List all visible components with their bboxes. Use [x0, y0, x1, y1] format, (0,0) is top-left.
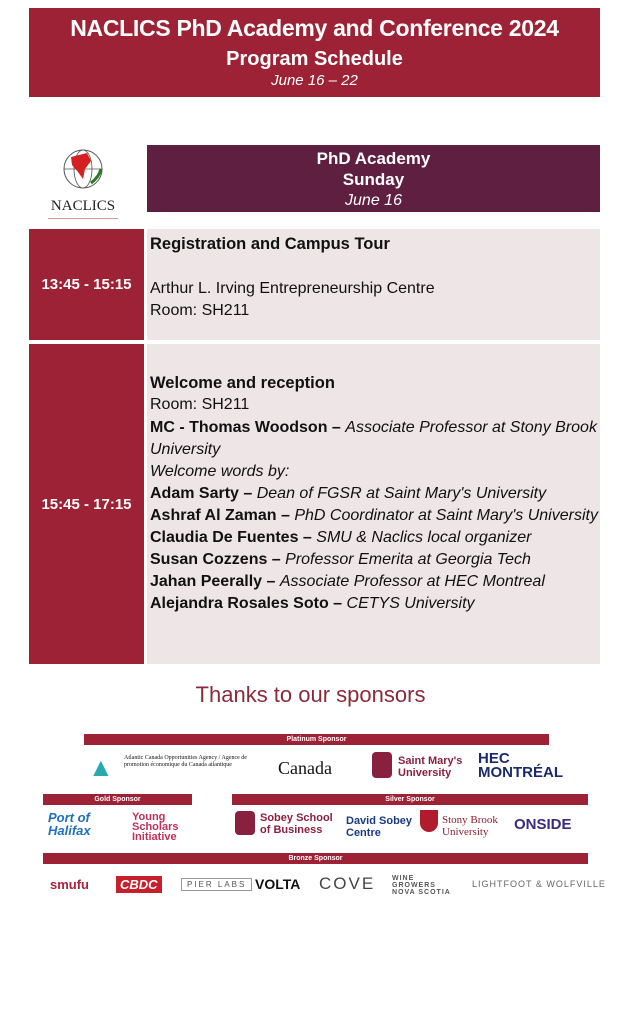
sponsor-logo-smufu: smufu: [50, 877, 89, 892]
event-dates: June 16 – 22: [271, 72, 358, 89]
session-location: Arthur L. Irving Entrepreneurship Centre: [150, 280, 435, 297]
session-details: Welcome and reception Room: SH211 MC - T…: [147, 344, 600, 664]
sponsor-logo-cbdc: CBDC: [116, 876, 162, 893]
event-subtitle: Program Schedule: [226, 48, 403, 70]
sponsor-logo-cove: COVE: [319, 874, 376, 893]
sponsors-heading: Thanks to our sponsors: [195, 682, 426, 707]
speaker: Adam Sarty – Dean of FGSR at Saint Mary'…: [150, 485, 547, 502]
sponsor-logo-canada: Canada: [278, 758, 332, 778]
sponsor-logo-lightfoot: LIGHTFOOT & WOLFVILLE: [472, 879, 606, 889]
bronze-bar: Bronze Sponsor: [43, 853, 588, 864]
mc-line: MC - Thomas Woodson – Associate Professo…: [150, 419, 597, 458]
globe-icon: [63, 149, 103, 189]
welcome-label: Welcome words by:: [150, 463, 290, 480]
speaker: Ashraf Al Zaman – PhD Coordinator at Sai…: [150, 507, 598, 524]
session-room: Room: SH211: [150, 396, 250, 413]
session-room: Room: SH211: [150, 302, 250, 319]
sponsor-logo-volta: VOLTA: [255, 876, 301, 892]
speaker: Claudia De Fuentes – SMU & Naclics local…: [150, 529, 532, 546]
weekday: Sunday: [342, 170, 405, 189]
sponsor-logo-hec: HEC MONTRÉAL: [478, 750, 563, 781]
session-details: Registration and Campus Tour Arthur L. I…: [147, 229, 600, 340]
session-title: Welcome and reception: [150, 374, 335, 392]
sponsor-logo-wine-growers: WINE GROWERS NOVA SCOTIA: [392, 875, 451, 896]
platinum-bar: Platinum Sponsor: [84, 734, 549, 745]
sponsor-logo-sobey: Sobey School of Business: [260, 812, 333, 836]
sponsor-logo-acoa: Atlantic Canada Opportunities Agency / A…: [124, 755, 247, 768]
day-header: PhD Academy Sunday June 16: [147, 145, 600, 212]
section-title: PhD Academy: [316, 149, 431, 168]
speaker: Alejandra Rosales Soto – CETYS Universit…: [150, 595, 475, 612]
sponsor-logo-pier-labs: PIER LABS: [181, 878, 253, 891]
session-time: 13:45 - 15:15: [29, 229, 144, 340]
day-date: June 16: [345, 192, 402, 209]
stony-brook-shield-icon: [420, 810, 438, 832]
silver-bar: Silver Sponsor: [232, 794, 588, 805]
event-title: NACLICS PhD Academy and Conference 2024: [70, 15, 559, 41]
title-banner: NACLICS PhD Academy and Conference 2024 …: [29, 8, 600, 97]
logo-text: NACLICS: [50, 198, 116, 214]
sponsor-logo-port-halifax: Port of Halifax: [48, 810, 91, 838]
session-title: Registration and Campus Tour: [150, 235, 390, 253]
sobey-crest-icon: [235, 811, 255, 835]
speaker: Jahan Peerally – Associate Professor at …: [150, 573, 545, 590]
smu-crest-icon: [372, 752, 392, 778]
acoa-icon: ▲: [88, 752, 114, 782]
sponsor-logo-stony-brook: Stony Brook University: [442, 814, 498, 838]
sponsor-logo-onside: ONSIDE: [514, 816, 572, 833]
sponsor-logo-ysi: Young Scholars Initiative: [132, 811, 179, 843]
sponsor-logo-david-sobey: David Sobey Centre: [346, 815, 413, 839]
naclics-logo: NACLICS: [40, 147, 126, 219]
speaker: Susan Cozzens – Professor Emerita at Geo…: [150, 551, 531, 568]
sponsor-logo-smu: Saint Mary's University: [398, 755, 463, 779]
session-time: 15:45 - 17:15: [29, 344, 144, 664]
gold-bar: Gold Sponsor: [43, 794, 192, 805]
